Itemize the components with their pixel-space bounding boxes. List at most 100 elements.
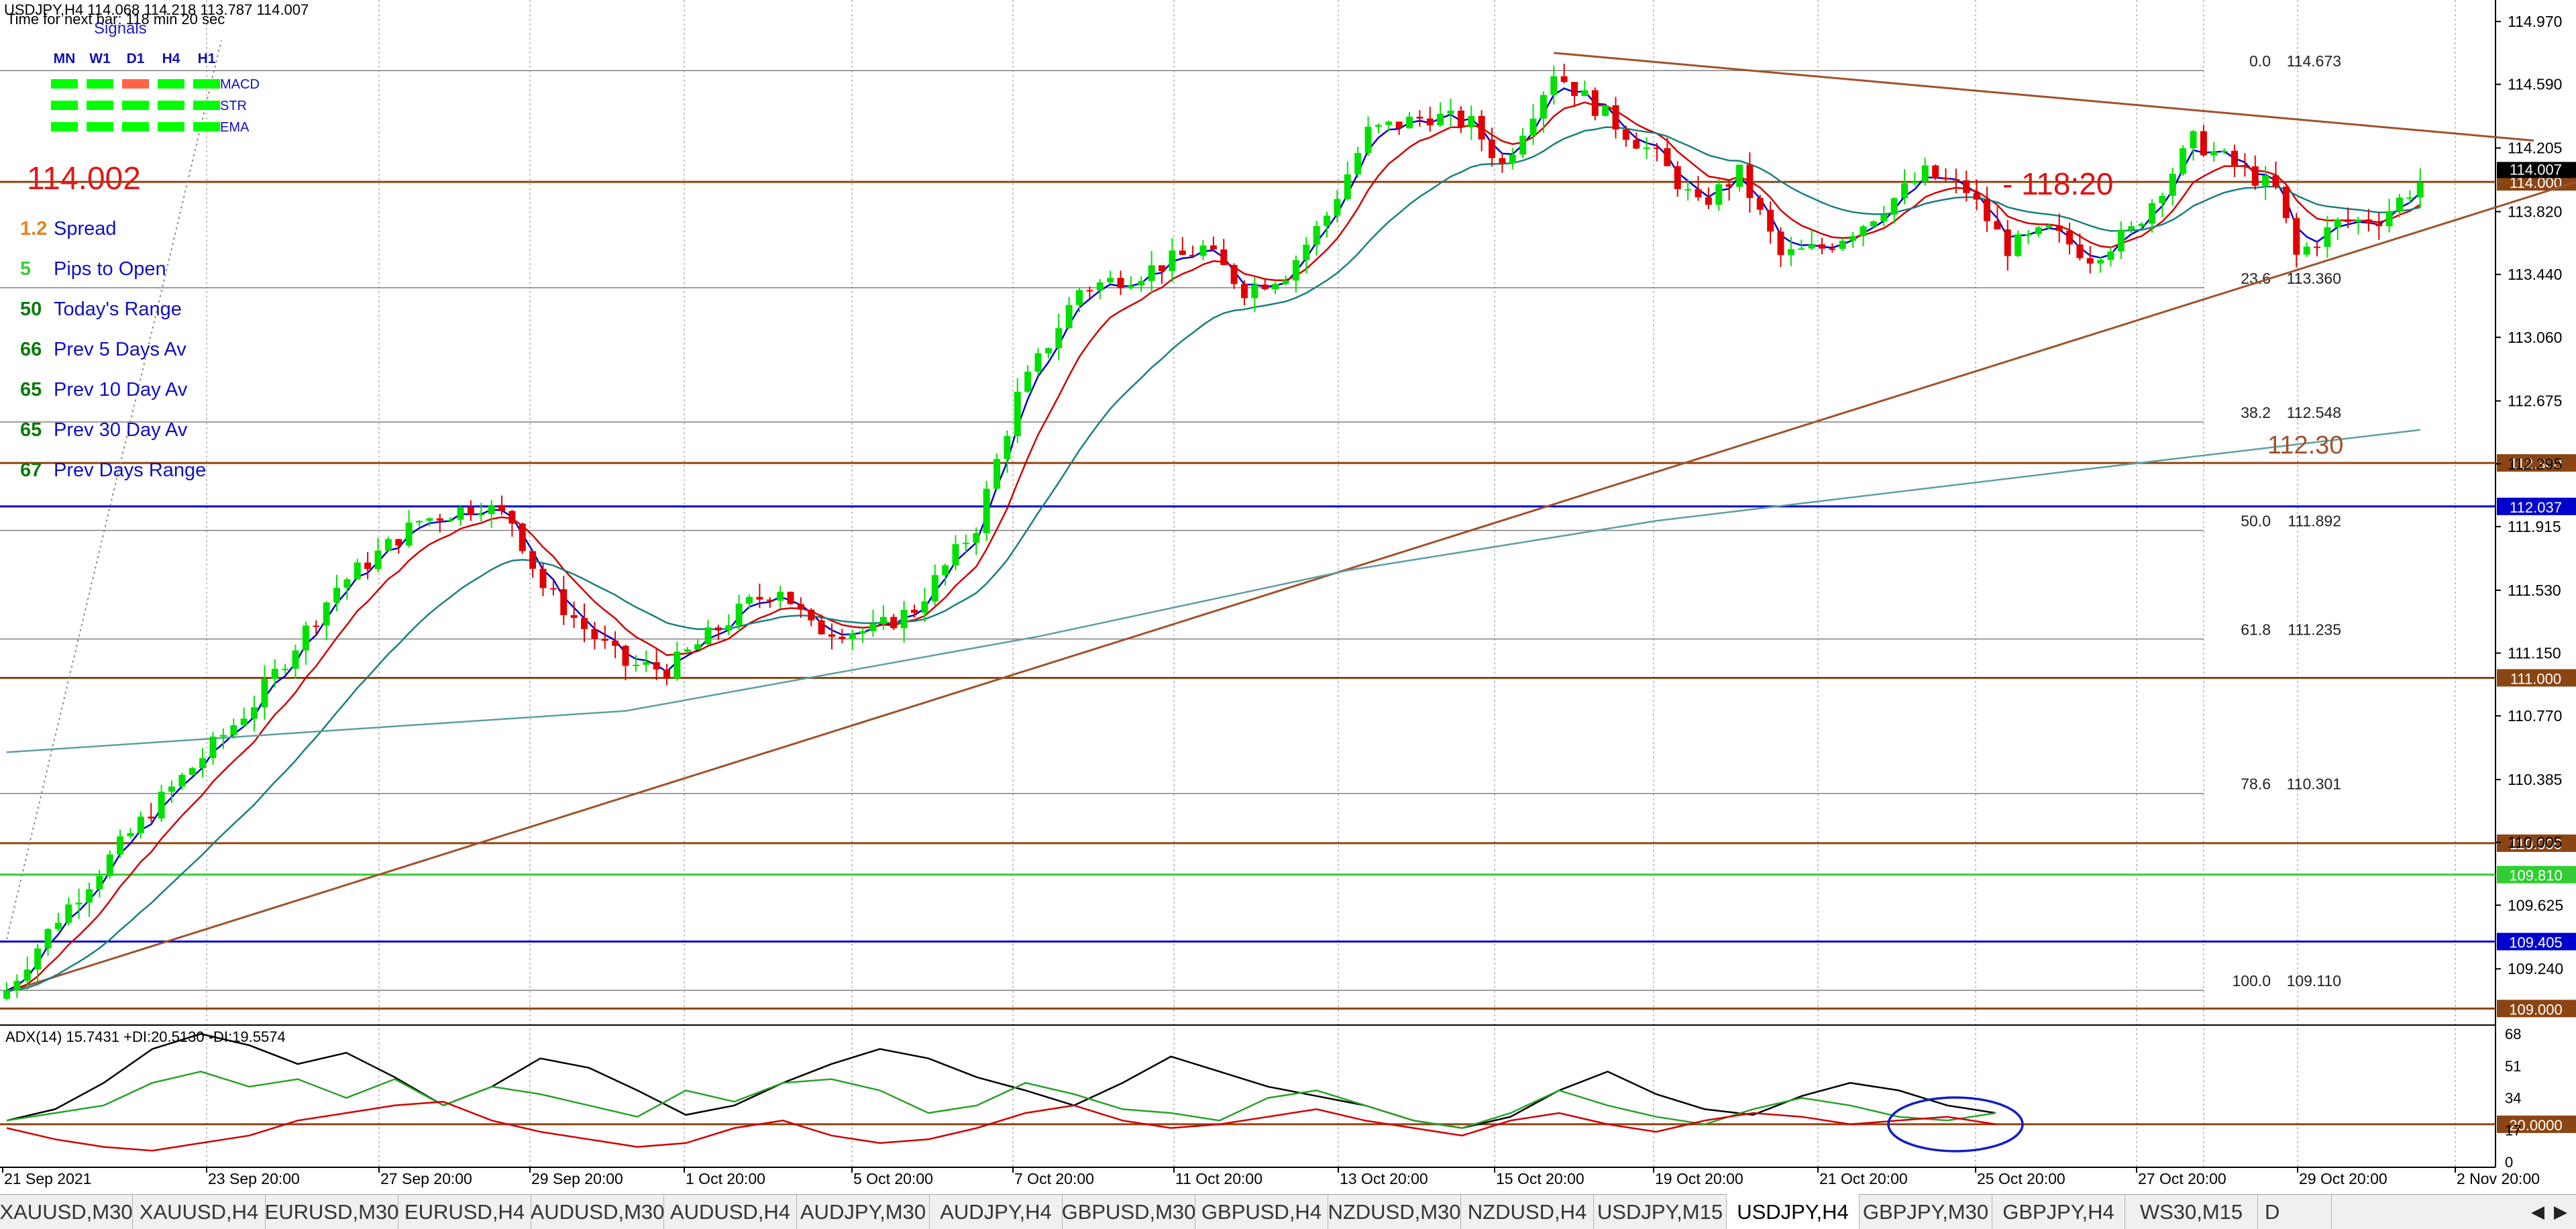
candle-body [735,603,743,626]
ma-200-line [6,429,2420,753]
candle [1994,206,2001,230]
candle-body [1911,182,1919,184]
tab-xauusd-h4[interactable]: XAUUSD,H4 [133,1195,266,1229]
candle [1024,365,1032,393]
tab-audusd-m30[interactable]: AUDUSD,M30 [531,1195,664,1229]
candle-body [75,902,83,905]
tab-nzdusd-m30[interactable]: NZDUSD,M30 [1328,1195,1461,1229]
candle [1251,276,1258,313]
candle [2159,192,2166,217]
tab-xauusd-m30[interactable]: XAUUSD,M30 [0,1195,133,1229]
candle [1643,137,1650,159]
tab-eurusd-h4[interactable]: EURUSD,H4 [398,1195,531,1229]
candle-body [292,650,299,669]
candle [374,537,382,573]
tab-gbpjpy-h4[interactable]: GBPJPY,H4 [1992,1195,2125,1229]
fib-level-label: 23.6 [2241,270,2271,287]
scroll-left-icon[interactable]: ◀ [2531,1201,2544,1222]
candle-body [1076,290,1083,305]
candle [2406,190,2414,204]
candle [1220,239,1228,266]
candle-body [849,633,856,639]
price-tick-label: 114.205 [2508,140,2562,157]
candle-body [2035,227,2042,234]
candle-body [808,609,815,621]
candle-body [859,631,867,634]
candle-body [694,644,702,650]
candle-body [2045,225,2053,227]
tab-eurusd-m30[interactable]: EURUSD,M30 [266,1195,398,1229]
tab-nzdusd-h4[interactable]: NZDUSD,H4 [1461,1195,1594,1229]
candle-body [1251,284,1258,299]
candle-body [1220,249,1228,266]
candle-body [797,604,804,610]
tab-gbpusd-h4[interactable]: GBPUSD,H4 [1195,1195,1328,1229]
candle-body [1406,117,1413,129]
candle [2107,246,2114,267]
candle [405,510,413,548]
candle [1065,297,1073,329]
tab-scroll-arrows[interactable]: ◀ ▶ [2522,1195,2576,1229]
candle-body [1065,305,1073,329]
level-price-box: 110.000 [2497,834,2576,853]
tab-d[interactable]: D [2258,1195,2332,1229]
tab-ws30-m15[interactable]: WS30,M15 [2125,1195,2258,1229]
candle-body [1055,328,1063,348]
level-price-box: 112.300 [2497,454,2576,472]
fibonacci-retracement[interactable]: 0.0 114.673 23.6 113.360 38.2 112.548 50.0 111.… [0,52,2341,991]
level-box-bg [2497,865,2576,884]
candle [251,696,258,732]
info-price: 114.002 [27,161,141,197]
candle-body [240,718,248,725]
tab-audjpy-m30[interactable]: AUDJPY,M30 [797,1195,930,1229]
candle-body [1210,245,1217,250]
candle-body [828,634,835,637]
fib-level-label: 38.2 [2241,404,2271,421]
tab-usdjpy-h4[interactable]: USDJPY,H4 [1727,1193,1860,1229]
level-box-label: 112.300 [2510,456,2562,472]
price-chart[interactable]: 114.000112.300112.037111.000110.000109.8… [0,0,2576,1194]
candle [1447,99,1454,128]
candle [2262,166,2269,201]
candle-body [1086,290,1093,292]
tab-audjpy-h4[interactable]: AUDJPY,H4 [930,1195,1063,1229]
candle [2117,221,2125,260]
candle-body [2025,233,2032,235]
candle [2015,230,2022,257]
tab-gbpusd-m30[interactable]: GBPUSD,M30 [1063,1195,1195,1229]
candle-body [1457,110,1464,127]
trendline-support [6,180,2576,994]
level-box-bg [2497,932,2576,951]
price-tick-label: 111.530 [2508,582,2561,599]
candle [1736,164,1743,192]
candle [364,551,372,580]
candle [2190,129,2197,161]
candle [2066,223,2073,255]
candle-body [1963,180,1970,193]
candle-body [869,624,877,631]
candle [1612,97,1619,139]
candle-body [1169,250,1176,272]
candle-body [839,637,846,639]
candle [1767,201,1774,244]
candle [818,614,825,635]
candle-body [973,533,980,543]
tab-gbpjpy-m30[interactable]: GBPJPY,M30 [1860,1195,1992,1229]
trendlines[interactable] [6,17,2576,994]
tab-usdjpy-m15[interactable]: USDJPY,M15 [1594,1195,1727,1229]
candle-body [1261,284,1269,290]
candle [2293,213,2300,268]
candle [1117,270,1124,295]
candle [1622,125,1629,147]
tab-audusd-h4[interactable]: AUDUSD,H4 [664,1195,797,1229]
candle [1499,153,1506,173]
time-tick-label: 27 Sep 20:00 [380,1170,472,1187]
candle [2375,212,2383,240]
candle-body [2169,173,2176,196]
candle [395,539,402,554]
candle-body [1550,76,1558,95]
scroll-right-icon[interactable]: ▶ [2554,1201,2567,1222]
candle-body [942,565,949,576]
price-tick-label: 109.625 [2508,896,2563,914]
candle-body [1230,265,1238,284]
